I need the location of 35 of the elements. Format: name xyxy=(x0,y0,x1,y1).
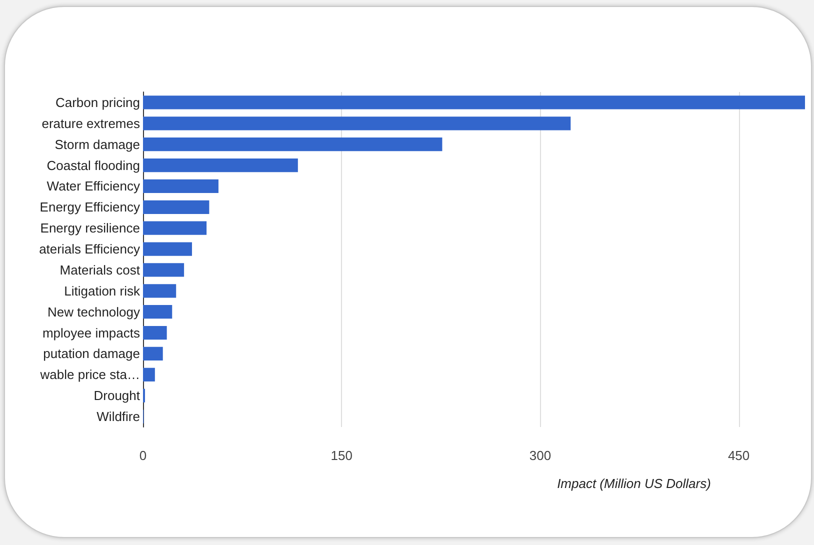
bar xyxy=(143,284,176,298)
bar xyxy=(143,179,218,194)
y-tick-label: erature extremes xyxy=(42,116,140,131)
y-tick-label: Wildfire xyxy=(96,409,140,424)
bar xyxy=(143,326,167,340)
y-tick-label: Storm damage xyxy=(54,136,140,152)
x-tick-label: 450 xyxy=(728,448,750,463)
y-tick-label: putation damage xyxy=(43,346,140,362)
bar xyxy=(143,368,155,382)
x-tick-label: 300 xyxy=(529,448,552,463)
bar xyxy=(143,305,172,319)
y-tick-label: Coastal flooding xyxy=(46,158,140,173)
bar xyxy=(143,200,210,214)
bar xyxy=(143,346,163,361)
y-tick-label: aterials Efficiency xyxy=(39,242,140,257)
y-tick-label: Energy Efficiency xyxy=(40,200,140,215)
y-tick-label: Carbon pricing xyxy=(55,94,140,110)
y-tick-label: wable price sta… xyxy=(39,367,140,382)
y-tick-label: Water Efficiency xyxy=(46,178,140,194)
x-axis-title: Impact (Million US Dollars) xyxy=(557,476,711,491)
y-tick-label: New technology xyxy=(48,304,140,320)
bar xyxy=(143,138,442,152)
bar xyxy=(143,221,207,235)
bar xyxy=(143,116,571,130)
y-tick-label: Drought xyxy=(94,388,140,404)
y-tick-label: Energy resilience xyxy=(40,220,140,236)
y-tick-label: Litigation risk xyxy=(64,283,140,298)
y-tick-label: Materials cost xyxy=(60,262,140,278)
bar xyxy=(143,263,184,277)
y-tick-label: mployee impacts xyxy=(42,325,140,340)
bar xyxy=(143,242,192,256)
bar xyxy=(143,96,805,110)
x-tick-label: 150 xyxy=(330,448,352,463)
x-tick-label: 0 xyxy=(139,448,147,463)
bar xyxy=(143,158,298,172)
